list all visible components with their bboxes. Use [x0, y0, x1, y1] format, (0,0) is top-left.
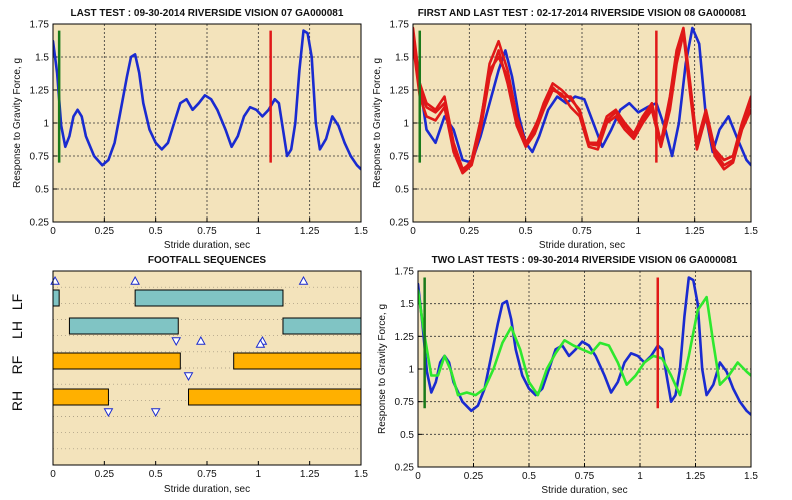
series-line-0 [53, 29, 361, 171]
stance-bar [52, 352, 181, 370]
series-group [418, 276, 751, 417]
y-tick-label: 1.5 [400, 299, 414, 310]
x-tick-label: 1.5 [354, 226, 368, 237]
y-tick-label: 1.5 [35, 53, 49, 64]
lane-label-lf: LF [9, 294, 25, 310]
y-tick-label: 0.25 [390, 218, 410, 229]
y-tick-label: 1.75 [395, 267, 415, 278]
stance-bar [282, 317, 362, 335]
lane-label-rh: RH [9, 391, 25, 411]
x-tick-label: 0.25 [460, 226, 480, 237]
y-tick-label: 1.25 [30, 86, 50, 97]
x-tick-label: 1.25 [300, 469, 320, 480]
x-tick-label: 0.5 [149, 226, 163, 237]
x-axis-label: Stride duration, sec [539, 240, 625, 251]
plot-frame [412, 23, 752, 223]
series-group [413, 26, 751, 175]
footfall-event-triangle [183, 372, 194, 382]
chart-title: FIRST AND LAST TEST : 02-17-2014 RIVERSI… [418, 8, 747, 19]
x-tick-label: 0 [50, 469, 56, 480]
first_and_last_test-chart: FIRST AND LAST TEST : 02-17-2014 RIVERSI… [372, 8, 758, 251]
y-axis-label: Response to Gravity Force, g [377, 304, 388, 434]
footfall-event-triangle [298, 275, 309, 285]
y-tick-label: 0.75 [395, 397, 415, 408]
stance-bar [68, 317, 179, 335]
x-axis-label: Stride duration, sec [164, 484, 250, 495]
lane-label-rf: RF [9, 356, 25, 375]
x-tick-label: 0.75 [575, 471, 595, 482]
x-tick-label: 1.5 [354, 469, 368, 480]
footfall-sequences-chart: FOOTFALL SEQUENCES LF LH RF RH 0 0.25 0.5 0.75 1 1… [9, 255, 368, 495]
x-axis-label: Stride duration, sec [541, 485, 627, 496]
footfall-event-triangle [171, 337, 182, 347]
stance-bar [233, 352, 362, 370]
x-tick-label: 0.5 [522, 471, 536, 482]
series-line-1 [418, 289, 751, 397]
y-tick-label: 0.5 [395, 185, 409, 196]
x-tick-label: 1.5 [744, 471, 758, 482]
y-tick-label: 1.25 [395, 332, 415, 343]
x-tick-label: 1.25 [300, 226, 320, 237]
y-tick-label: 1 [43, 119, 49, 130]
x-tick-label: 1 [256, 469, 262, 480]
y-tick-label: 0.75 [390, 152, 410, 163]
stance-bar [52, 289, 60, 307]
y-tick-label: 1.5 [395, 53, 409, 64]
y-axis-label: Response to Gravity Force, g [12, 58, 23, 188]
x-tick-label: 0.5 [519, 226, 533, 237]
y-axis-label: Response to Gravity Force, g [372, 58, 383, 188]
x-tick-label: 0.75 [197, 226, 217, 237]
footfall-event-triangle [103, 408, 114, 418]
y-tick-label: 0.25 [395, 463, 415, 474]
footfall-event-triangle [150, 408, 161, 418]
y-tick-label: 1.75 [390, 20, 410, 31]
series-line-3 [413, 29, 751, 174]
y-tick-label: 1.25 [390, 86, 410, 97]
x-tick-label: 0 [415, 471, 421, 482]
x-axis-label: Stride duration, sec [164, 240, 250, 251]
y-tick-label: 1 [403, 119, 409, 130]
y-tick-label: 1 [408, 365, 414, 376]
series-line-0 [418, 276, 751, 417]
x-tick-label: 1 [637, 471, 643, 482]
x-tick-label: 0.25 [95, 226, 115, 237]
lane-label-lh: LH [9, 321, 25, 339]
two_last_tests-chart: TWO LAST TESTS : 09-30-2014 RIVERSIDE VI… [377, 255, 758, 496]
stance-bar [134, 289, 284, 307]
x-tick-label: 0.75 [572, 226, 592, 237]
x-tick-label: 0 [410, 226, 416, 237]
series-group [53, 29, 361, 171]
chart-title: LAST TEST : 09-30-2014 RIVERSIDE VISION … [71, 8, 344, 19]
x-tick-label: 1 [636, 226, 642, 237]
last_test-chart: LAST TEST : 09-30-2014 RIVERSIDE VISION … [12, 8, 368, 251]
y-tick-label: 0.25 [30, 218, 50, 229]
x-tick-label: 1 [256, 226, 262, 237]
x-tick-label: 1.25 [686, 471, 706, 482]
footfall-event-triangle [255, 338, 266, 348]
footfall-event-triangle [130, 275, 140, 285]
stance-bar [188, 388, 362, 406]
x-tick-label: 0.25 [95, 469, 115, 480]
plot-frame [417, 270, 752, 468]
chart-title: FOOTFALL SEQUENCES [148, 255, 266, 266]
x-tick-label: 1.5 [744, 226, 758, 237]
plot-frame [52, 23, 362, 223]
x-tick-label: 0.25 [464, 471, 484, 482]
x-tick-label: 0 [50, 226, 56, 237]
y-tick-label: 0.75 [30, 152, 50, 163]
x-tick-label: 1.25 [685, 226, 705, 237]
chart-title: TWO LAST TESTS : 09-30-2014 RIVERSIDE VI… [432, 255, 738, 266]
plot-frame [52, 270, 362, 466]
x-tick-label: 0.75 [197, 469, 217, 480]
footfall-event-triangle [195, 335, 206, 345]
y-tick-label: 1.75 [30, 20, 50, 31]
x-tick-label: 0.5 [149, 469, 163, 480]
y-tick-label: 0.5 [35, 185, 49, 196]
y-tick-label: 0.5 [400, 430, 414, 441]
stance-bar [52, 388, 109, 406]
